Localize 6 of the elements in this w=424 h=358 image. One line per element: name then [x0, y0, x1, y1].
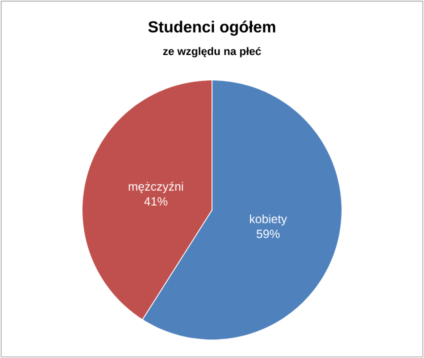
chart-title: Studenci ogółem — [148, 20, 276, 36]
data-label: 59% — [256, 230, 280, 238]
data-label: 41% — [144, 197, 168, 206]
slice-label: kobiety — [250, 214, 288, 226]
slice-label: mężczyźni — [128, 182, 183, 194]
chart-subtitle: ze względu na płeć — [163, 46, 261, 58]
